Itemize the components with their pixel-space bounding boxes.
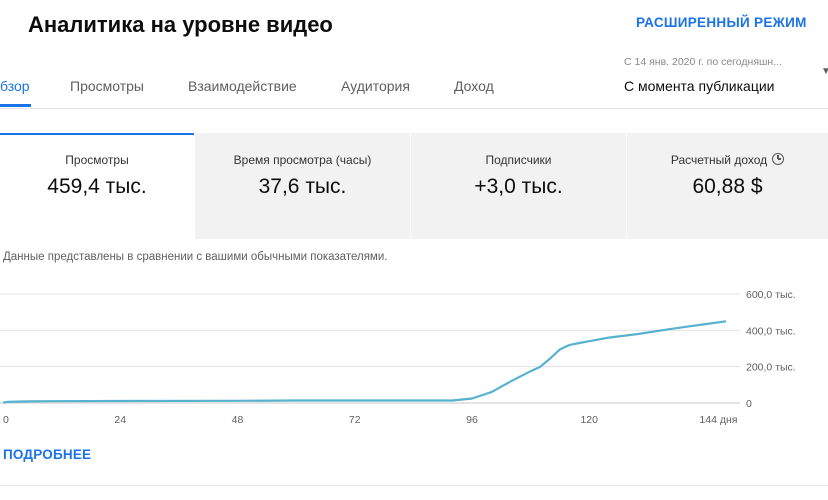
metric-value: +3,0 тыс. [474, 175, 563, 198]
y-tick-label: 200,0 тыс. [746, 362, 796, 374]
x-tick-label: 120 [580, 414, 598, 426]
x-tick-label: 96 [466, 414, 478, 426]
metric-label-wrap: Расчетный доход [627, 152, 828, 167]
views-line-chart: 0 200,0 тыс. 400,0 тыс. 600,0 тыс. 0 24 48 72 96… [0, 289, 796, 426]
metric-value: 37,6 тыс. [258, 175, 347, 198]
y-tick-label: 0 [746, 398, 752, 410]
metric-label: Время просмотра (часы) [233, 153, 372, 167]
active-tab-indicator [0, 104, 31, 107]
advanced-mode-button[interactable]: РАСШИРЕННЫЙ РЕЖИМ [636, 15, 807, 30]
tabs-divider [0, 108, 828, 109]
metric-label: Подписчики [485, 153, 552, 167]
date-range-select[interactable]: С момента публикации [624, 78, 775, 94]
x-tick-label: 24 [114, 414, 126, 426]
metric-value: 459,4 тыс. [47, 175, 147, 198]
tab-revenue[interactable]: Доход [454, 78, 494, 94]
tab-engagement[interactable]: Взаимодействие [188, 78, 297, 94]
x-tick-label: 0 [3, 414, 9, 426]
tab-views[interactable]: Просмотры [70, 78, 144, 94]
see-more-link[interactable]: ПОДРОБНЕЕ [3, 447, 92, 462]
x-tick-label: 72 [349, 414, 361, 426]
date-range-text: С 14 янв. 2020 г. по сегодняшн... [624, 56, 782, 68]
y-tick-label: 400,0 тыс. [746, 325, 796, 337]
x-tick-label: 144 дня [699, 414, 737, 426]
metric-card-views[interactable]: Просмотры 459,4 тыс. [0, 133, 194, 239]
selected-card-indicator [0, 133, 194, 135]
y-tick-label: 600,0 тыс. [746, 289, 796, 301]
metric-card-watch-time[interactable]: Время просмотра (часы) 37,6 тыс. [195, 133, 410, 239]
comparison-note: Данные представлены в сравнении с вашими… [3, 251, 388, 263]
metric-label: Расчетный доход [670, 153, 768, 167]
bottom-divider [0, 485, 828, 486]
series-line [2, 320, 727, 404]
tab-overview[interactable]: бзор [0, 78, 30, 94]
chevron-down-icon[interactable]: ▼ [821, 66, 828, 77]
page-title: Аналитика на уровне видео [28, 12, 333, 37]
tab-audience[interactable]: Аудитория [341, 78, 410, 94]
metric-cards: Просмотры 459,4 тыс. Время просмотра (ча… [0, 133, 828, 239]
metric-label: Просмотры [65, 153, 129, 167]
x-tick-label: 48 [232, 414, 244, 426]
metric-card-revenue[interactable]: Расчетный доход 60,88 $ [627, 133, 828, 239]
metric-value: 60,88 $ [692, 175, 763, 198]
metric-card-subscribers[interactable]: Подписчики +3,0 тыс. [411, 133, 626, 239]
clock-icon [772, 152, 785, 165]
